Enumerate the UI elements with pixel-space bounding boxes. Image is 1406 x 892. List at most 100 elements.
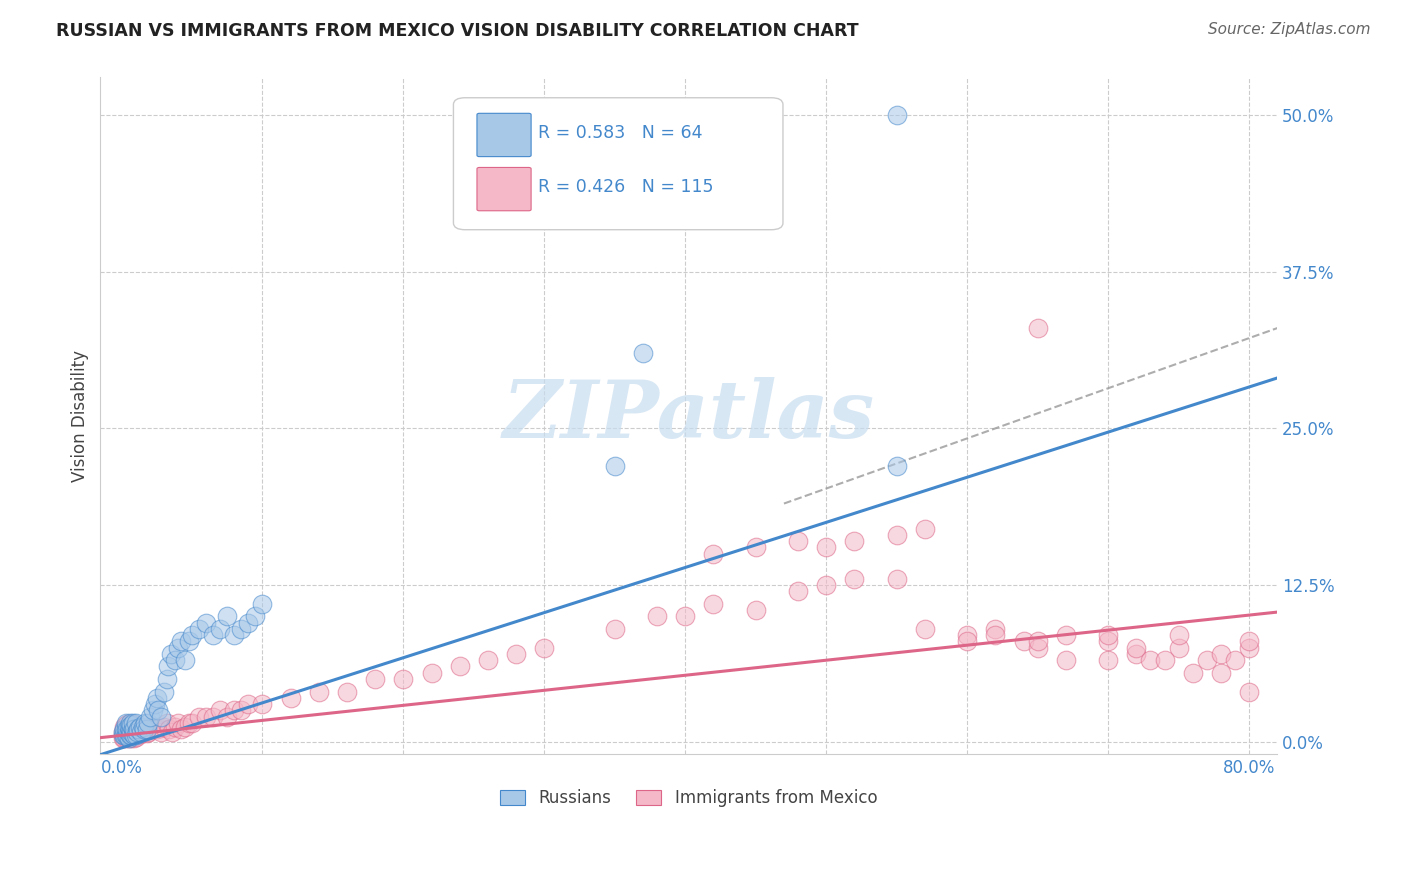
Point xyxy=(231,703,253,717)
Point xyxy=(245,609,267,624)
Point xyxy=(787,534,810,549)
Point xyxy=(179,715,201,730)
Point xyxy=(112,728,135,742)
Point xyxy=(1195,653,1218,667)
Point xyxy=(181,628,204,642)
Point xyxy=(118,715,141,730)
Point xyxy=(420,665,443,680)
Point xyxy=(120,718,142,732)
Point xyxy=(1097,628,1119,642)
Point xyxy=(148,721,170,735)
FancyBboxPatch shape xyxy=(477,168,531,211)
Point xyxy=(844,534,866,549)
Point xyxy=(170,634,193,648)
Point xyxy=(114,731,136,745)
Point xyxy=(121,727,143,741)
Point xyxy=(149,709,172,723)
Point xyxy=(956,628,979,642)
Point xyxy=(914,522,936,536)
Point xyxy=(1167,640,1189,655)
Point xyxy=(1237,640,1260,655)
Point xyxy=(112,720,135,734)
Point xyxy=(129,724,152,739)
Point xyxy=(125,726,148,740)
Point xyxy=(128,720,150,734)
Point xyxy=(117,731,139,745)
Point xyxy=(127,722,149,736)
Point xyxy=(121,730,143,744)
Point xyxy=(181,715,204,730)
Point xyxy=(136,715,159,730)
Point xyxy=(159,647,181,661)
Point xyxy=(533,640,555,655)
Point xyxy=(224,703,246,717)
Point xyxy=(132,724,155,739)
Point xyxy=(195,615,218,630)
Point xyxy=(673,609,696,624)
Point xyxy=(125,724,148,739)
Point xyxy=(134,715,156,730)
Point xyxy=(217,709,239,723)
Point xyxy=(131,726,153,740)
Point xyxy=(145,722,167,736)
Point xyxy=(1125,647,1147,661)
Point xyxy=(209,622,232,636)
Point xyxy=(308,684,330,698)
FancyBboxPatch shape xyxy=(477,113,531,157)
Point xyxy=(984,622,1007,636)
Point xyxy=(956,634,979,648)
Point xyxy=(745,603,768,617)
Point xyxy=(914,622,936,636)
Point xyxy=(1054,628,1077,642)
Point xyxy=(111,731,134,745)
Point xyxy=(1097,634,1119,648)
Point xyxy=(114,728,136,742)
Point xyxy=(238,615,260,630)
Point xyxy=(122,731,145,745)
Point xyxy=(603,458,626,473)
Point xyxy=(122,722,145,736)
Point xyxy=(1153,653,1175,667)
Point xyxy=(135,726,157,740)
Point xyxy=(188,709,211,723)
Point xyxy=(117,726,139,740)
Point xyxy=(1097,653,1119,667)
Point xyxy=(1237,684,1260,698)
Point xyxy=(121,723,143,738)
Point xyxy=(1026,640,1049,655)
Point xyxy=(120,731,142,745)
Point xyxy=(815,541,838,555)
Point xyxy=(152,720,174,734)
Point xyxy=(886,458,908,473)
Point xyxy=(188,622,211,636)
Point xyxy=(1026,634,1049,648)
Point xyxy=(1139,653,1161,667)
Point xyxy=(702,547,724,561)
Point xyxy=(844,572,866,586)
Point xyxy=(1167,628,1189,642)
Point xyxy=(886,572,908,586)
Y-axis label: Vision Disability: Vision Disability xyxy=(72,350,89,482)
Point xyxy=(138,722,160,736)
Point xyxy=(165,653,187,667)
Point xyxy=(1209,647,1232,661)
Point xyxy=(117,720,139,734)
Point xyxy=(131,720,153,734)
Point xyxy=(141,703,163,717)
Point xyxy=(202,709,225,723)
Point xyxy=(111,728,134,742)
Point xyxy=(143,697,166,711)
Point xyxy=(120,724,142,739)
Point xyxy=(112,726,135,740)
Point xyxy=(702,597,724,611)
Point xyxy=(114,722,136,736)
Point xyxy=(231,622,253,636)
Point xyxy=(118,717,141,731)
Point xyxy=(152,684,174,698)
Point xyxy=(155,715,177,730)
Point xyxy=(122,728,145,742)
Point xyxy=(121,722,143,736)
Point xyxy=(252,697,274,711)
Point xyxy=(122,724,145,739)
Point xyxy=(129,723,152,738)
